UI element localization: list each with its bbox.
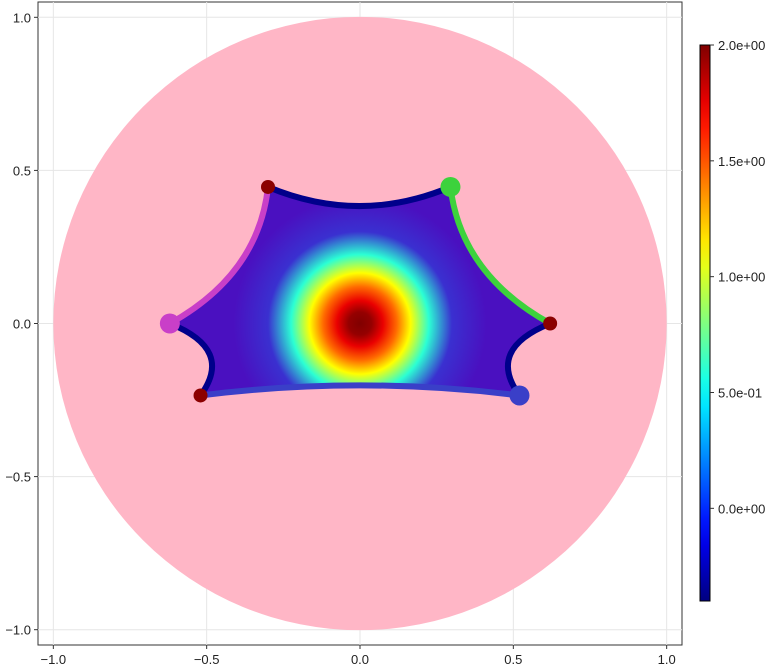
- y-axis: −1.0 −0.5 0.0 0.5 1.0: [5, 10, 38, 638]
- polygon-vertex: [509, 385, 530, 406]
- colorbar-tick-label: 2.0e+00: [718, 38, 765, 53]
- colorbar-bar: [699, 44, 711, 602]
- polygon-vertex: [543, 316, 558, 331]
- colorbar-tick-label: 1.5e+00: [718, 154, 765, 169]
- polygon-vertices: [159, 176, 558, 406]
- polygon-edge: [265, 183, 454, 210]
- y-tick-label: 0.0: [13, 317, 31, 332]
- y-tick-label: −1.0: [5, 623, 31, 638]
- polygon-vertex: [440, 176, 461, 197]
- x-tick-label: 0.5: [504, 652, 522, 667]
- y-tick-label: −0.5: [5, 470, 31, 485]
- colorbar-tick-label: 1.0e+00: [718, 270, 765, 285]
- x-tick-label: 0.0: [351, 652, 369, 667]
- polygon-vertex: [261, 179, 275, 194]
- polygon-edge: [197, 382, 523, 399]
- colorbar-tick-label: 5.0e-01: [718, 386, 762, 401]
- x-axis: −1.0 −0.5 0.0 0.5 1.0: [40, 645, 676, 667]
- y-tick-label: 1.0: [13, 10, 31, 25]
- polygon-edge: [166, 183, 271, 327]
- polygon-vertex: [193, 388, 208, 403]
- polygon-edge: [447, 183, 554, 327]
- colorbar: 0.0e+00 5.0e-01 1.0e+00 1.5e+00 2.0e+00: [699, 38, 765, 602]
- x-tick-label: −1.0: [40, 652, 66, 667]
- plot-area: −1.0 −0.5 0.0 0.5 1.0 −1.0 −0.5 0.0 0.5 1.0: [5, 1, 683, 667]
- colorbar-tick-label: 0.0e+00: [718, 501, 765, 516]
- x-tick-label: 1.0: [658, 652, 676, 667]
- polygon-edge: [504, 320, 554, 399]
- polygon-edges: [166, 183, 554, 399]
- y-tick-label: 0.5: [13, 163, 31, 178]
- polygon-vertex: [159, 313, 180, 334]
- colorbar-ticks: 0.0e+00 5.0e-01 1.0e+00 1.5e+00 2.0e+00: [710, 38, 765, 516]
- x-tick-label: −0.5: [194, 652, 220, 667]
- polygon-edge: [166, 320, 216, 399]
